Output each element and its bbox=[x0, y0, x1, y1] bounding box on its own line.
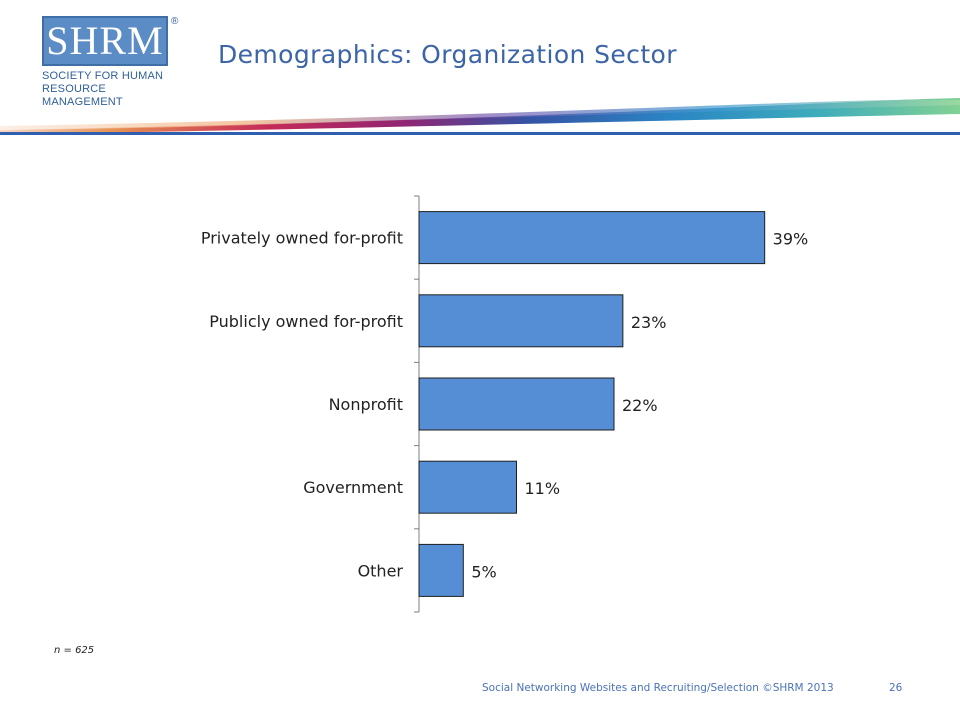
category-label: Other bbox=[358, 561, 404, 580]
bar bbox=[418, 377, 615, 431]
decorative-banner bbox=[0, 98, 960, 135]
value-label: 22% bbox=[622, 396, 658, 415]
value-label: 5% bbox=[471, 562, 496, 581]
bar bbox=[418, 543, 464, 597]
shrm-logo: SHRM ® SOCIETY FOR HUMAN RESOURCE MANAGE… bbox=[42, 16, 182, 108]
sample-size-note: n = 625 bbox=[54, 645, 95, 656]
page-number: 26 bbox=[889, 682, 903, 694]
value-label: 39% bbox=[773, 230, 809, 249]
logo-tagline: SOCIETY FOR HUMAN RESOURCE MANAGEMENT bbox=[42, 70, 164, 108]
value-label: 23% bbox=[631, 313, 667, 332]
category-label: Government bbox=[303, 478, 403, 497]
category-label: Privately owned for-profit bbox=[201, 229, 403, 248]
footer-text: Social Networking Websites and Recruitin… bbox=[482, 682, 834, 694]
category-label: Publicly owned for-profit bbox=[209, 312, 403, 331]
bar bbox=[418, 294, 624, 348]
category-label: Nonprofit bbox=[329, 395, 403, 414]
logo-mark: SHRM bbox=[42, 16, 168, 66]
value-label: 11% bbox=[525, 479, 561, 498]
bar bbox=[418, 460, 517, 514]
logo-registered-mark: ® bbox=[171, 16, 179, 27]
slide-title: Demographics: Organization Sector bbox=[218, 40, 677, 69]
bar bbox=[418, 211, 766, 265]
